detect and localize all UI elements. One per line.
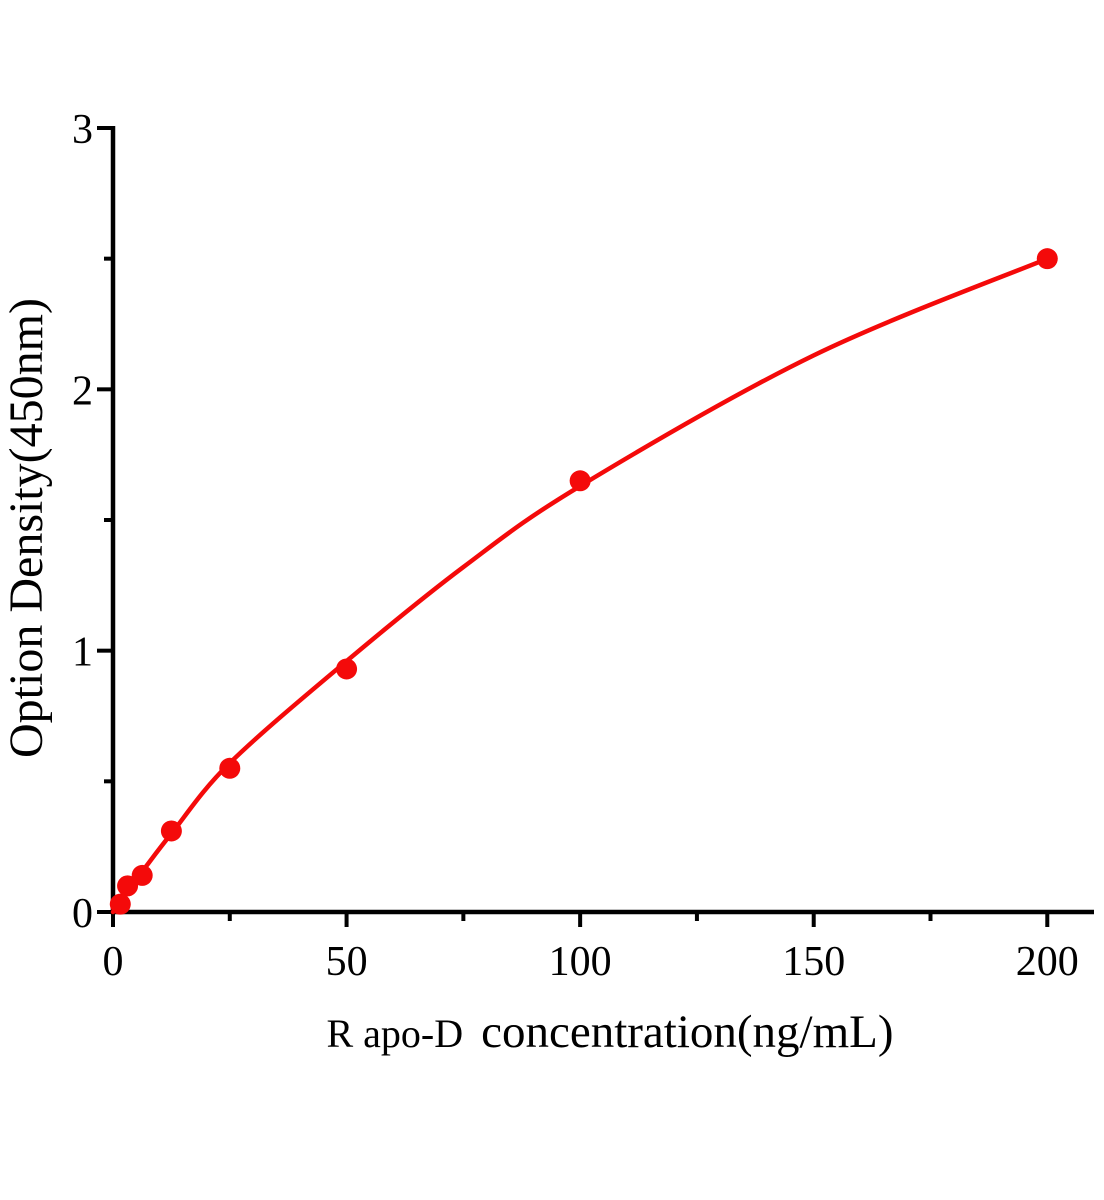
x-axis-title-main: concentration(ng/mL) (481, 1006, 893, 1058)
x-axis-title: R apo-D concentration(ng/mL) (326, 1006, 893, 1058)
data-point (131, 864, 153, 886)
data-point (160, 820, 182, 842)
y-axis-title: Option Density(450nm) (0, 298, 53, 758)
data-point (109, 893, 131, 915)
y-tick-label: 0 (72, 891, 93, 937)
x-tick-label: 50 (326, 939, 368, 985)
y-tick-label: 1 (72, 630, 93, 676)
data-point (219, 757, 241, 779)
x-tick-label: 200 (1016, 939, 1079, 985)
x-tick-label: 100 (549, 939, 612, 985)
x-tick-label: 0 (103, 939, 124, 985)
x-tick-label: 150 (782, 939, 845, 985)
y-tick-label: 3 (72, 107, 93, 153)
data-point (1036, 248, 1058, 270)
axes-layer: 0 50 100 150 200 0 1 2 3 (72, 107, 1094, 985)
y-tick-label: 2 (72, 368, 93, 414)
data-point (117, 875, 139, 897)
standard-curve-line (110, 256, 1050, 915)
x-axis-title-prefix: R apo-D (326, 1011, 463, 1056)
data-point (569, 470, 591, 492)
series-layer (109, 248, 1058, 915)
data-point (336, 658, 358, 680)
